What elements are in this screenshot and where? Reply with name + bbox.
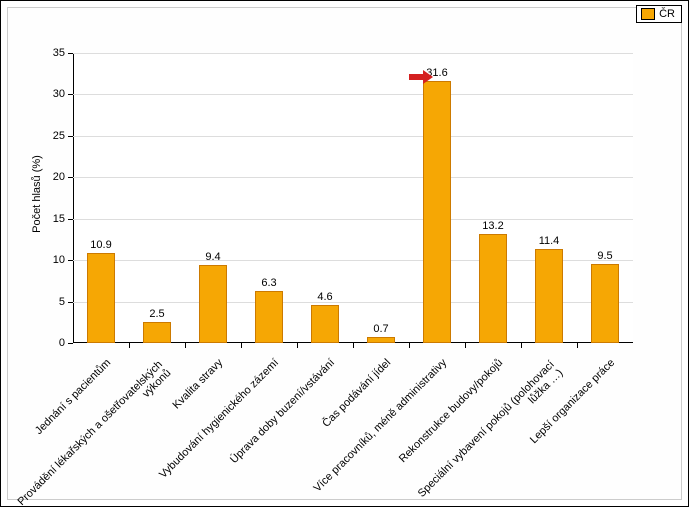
legend-swatch (641, 8, 655, 20)
bar: 2.5 (143, 322, 171, 343)
bar-value-label: 0.7 (373, 323, 388, 338)
chart-inner: Počet hlasů (%) 0510152025303510.9Jednán… (7, 7, 682, 500)
bar-value-label: 9.4 (205, 251, 220, 266)
x-tick (353, 343, 354, 348)
bar: 0.7 (367, 337, 395, 343)
x-tick (409, 343, 410, 348)
y-tick-label: 20 (53, 171, 73, 183)
x-tick (521, 343, 522, 348)
bar-value-label: 6.3 (261, 277, 276, 292)
y-tick-label: 15 (53, 213, 73, 225)
bar-value-label: 10.9 (90, 239, 111, 254)
x-tick (185, 343, 186, 348)
bar-value-label: 13.2 (482, 220, 503, 235)
x-tick (241, 343, 242, 348)
y-tick-label: 25 (53, 130, 73, 142)
plot-area: 0510152025303510.9Jednání s pacientům2.5… (73, 53, 633, 343)
grid-line (73, 219, 633, 220)
legend-label: ČR (659, 8, 675, 20)
x-tick (465, 343, 466, 348)
y-tick-label: 10 (53, 254, 73, 266)
grid-line (73, 94, 633, 95)
legend: ČR (636, 5, 682, 23)
bar-value-label: 9.5 (597, 250, 612, 265)
bar: 31.6 (423, 81, 451, 343)
y-tick-label: 5 (59, 296, 73, 308)
bar: 11.4 (535, 249, 563, 343)
bar-value-label: 11.4 (539, 235, 560, 250)
bar: 6.3 (255, 291, 283, 343)
bar: 9.5 (591, 264, 619, 343)
grid-line (73, 136, 633, 137)
x-tick (129, 343, 130, 348)
y-tick-label: 35 (53, 47, 73, 59)
y-axis-title: Počet hlasů (%) (31, 155, 43, 233)
bar: 9.4 (199, 265, 227, 343)
y-tick-label: 30 (53, 88, 73, 100)
grid-line (73, 53, 633, 54)
bar-value-label: 2.5 (149, 308, 164, 323)
x-tick (297, 343, 298, 348)
y-tick-label: 0 (59, 337, 73, 349)
grid-line (73, 177, 633, 178)
bar: 13.2 (479, 234, 507, 343)
bar: 4.6 (311, 305, 339, 343)
bar: 10.9 (87, 253, 115, 343)
x-tick (577, 343, 578, 348)
y-axis-line (73, 53, 74, 343)
bar-value-label: 4.6 (317, 291, 332, 306)
chart-frame: Počet hlasů (%) 0510152025303510.9Jednán… (0, 0, 689, 507)
